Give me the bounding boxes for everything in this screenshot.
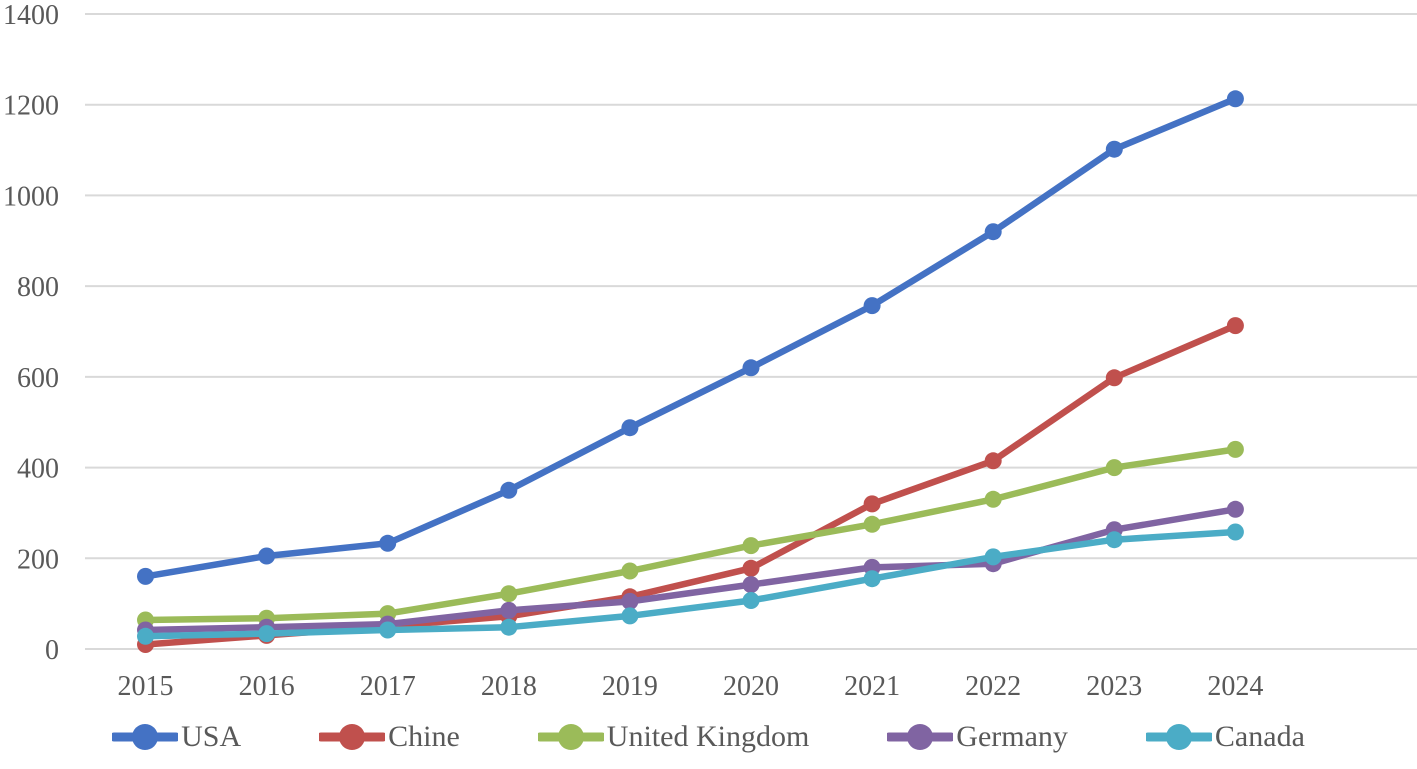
x-tick-label: 2023: [1086, 671, 1142, 702]
legend-label-chine: Chine: [388, 720, 460, 753]
series-marker-usa: [1105, 140, 1123, 158]
legend-marker-icon: [1145, 724, 1212, 750]
series-marker-canada: [379, 621, 397, 639]
y-tick-label: 1200: [3, 91, 59, 122]
series-marker-canada: [863, 570, 881, 588]
legend-item-germany: Germany: [887, 720, 1068, 754]
legend-label-usa: USA: [181, 720, 242, 753]
x-tick-label: 2018: [481, 671, 537, 702]
legend-label-united-kingdom: United Kingdom: [606, 720, 810, 753]
y-tick-label: 1400: [3, 0, 59, 31]
legend-dot: [557, 724, 584, 750]
series-line-chine: [142, 322, 1239, 648]
chart-legend: USA Chine United Kingdom Germany Canada: [0, 720, 1417, 754]
y-tick-label: 400: [17, 454, 59, 485]
x-tick-label: 2024: [1207, 671, 1263, 702]
series-marker-canada: [1226, 523, 1244, 541]
series-marker-canada: [137, 627, 154, 645]
series-line-canada: [142, 528, 1239, 640]
series-marker-chine: [1105, 369, 1123, 387]
series-marker-united-kingdom: [621, 562, 639, 580]
series-marker-canada: [500, 618, 518, 636]
legend-item-chine: Chine: [319, 720, 460, 754]
series-marker-chine: [863, 495, 881, 513]
y-tick-label: 600: [17, 363, 59, 394]
series-marker-canada: [1105, 531, 1123, 549]
series-line-usa: [142, 95, 1239, 580]
series-marker-canada: [742, 592, 760, 609]
series-marker-united-kingdom: [500, 585, 518, 603]
legend-label-germany: Germany: [956, 720, 1068, 753]
series-marker-usa: [984, 223, 1002, 241]
series-marker-usa: [742, 359, 760, 377]
series-marker-chine: [742, 559, 760, 577]
x-tick-label: 2016: [239, 671, 295, 702]
legend-dot: [339, 724, 366, 750]
series-marker-germany: [742, 576, 760, 594]
legend-marker-icon: [319, 724, 386, 750]
series-marker-canada: [258, 625, 276, 643]
y-tick-label: 1000: [3, 181, 59, 212]
legend-marker-icon: [112, 724, 179, 750]
x-tick-label: 2022: [965, 671, 1021, 702]
series-marker-usa: [379, 534, 397, 552]
series-marker-united-kingdom: [863, 515, 881, 533]
series-marker-usa: [137, 567, 154, 585]
y-tick-label: 0: [45, 635, 59, 666]
legend-item-united-kingdom: United Kingdom: [537, 720, 810, 754]
series-marker-usa: [500, 481, 518, 499]
legend-label-canada: Canada: [1214, 720, 1305, 753]
series-marker-united-kingdom: [1105, 459, 1123, 477]
series-marker-usa: [258, 547, 276, 565]
series-marker-canada: [621, 607, 639, 625]
legend-dot: [1165, 724, 1192, 750]
series-marker-germany: [1226, 500, 1244, 518]
series-marker-usa: [1226, 90, 1244, 108]
legend-marker-icon: [887, 724, 954, 750]
legend-dot: [132, 724, 159, 750]
series-marker-united-kingdom: [742, 537, 760, 555]
x-tick-label: 2017: [360, 671, 416, 702]
series-line-united-kingdom: [142, 446, 1239, 624]
series-marker-usa: [621, 419, 639, 437]
series-marker-germany: [500, 601, 518, 619]
series-line-germany: [142, 506, 1239, 634]
legend-dot: [907, 724, 934, 750]
series-marker-united-kingdom: [1226, 440, 1244, 458]
x-tick-label: 2019: [602, 671, 658, 702]
series-marker-germany: [621, 592, 639, 610]
x-tick-label: 2020: [723, 671, 779, 702]
series-marker-united-kingdom: [984, 490, 1002, 508]
y-tick-label: 800: [17, 272, 59, 303]
legend-item-usa: USA: [112, 720, 241, 754]
y-tick-label: 200: [17, 544, 59, 575]
legend-item-canada: Canada: [1145, 720, 1305, 754]
series-marker-usa: [863, 297, 881, 315]
series-marker-chine: [1226, 317, 1244, 335]
x-tick-label: 2015: [118, 671, 174, 702]
series-marker-chine: [984, 452, 1002, 470]
x-tick-label: 2021: [844, 671, 900, 702]
legend-marker-icon: [537, 724, 604, 750]
series-marker-canada: [984, 548, 1002, 566]
